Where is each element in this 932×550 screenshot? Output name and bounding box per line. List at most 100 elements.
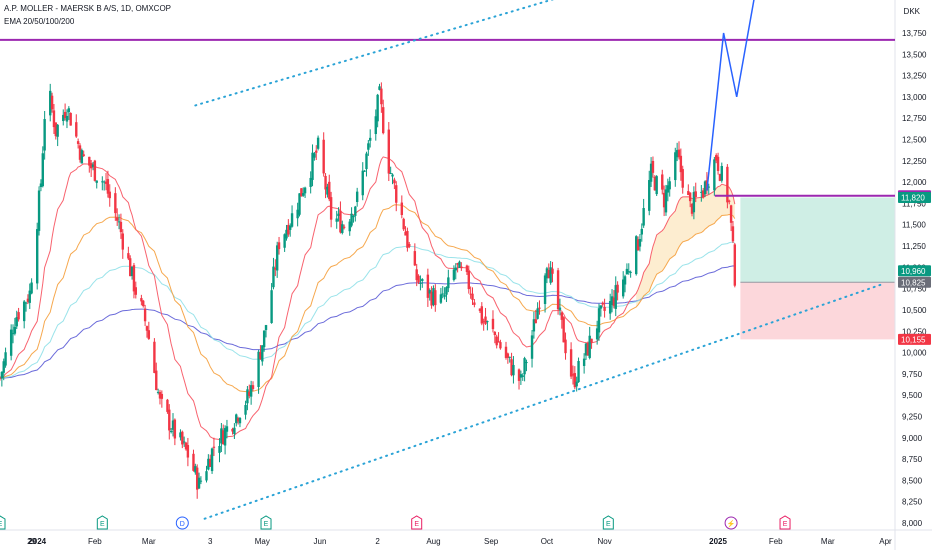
candle <box>432 285 435 307</box>
candle-body <box>63 111 67 119</box>
candle <box>26 294 30 305</box>
candle-body <box>512 364 515 376</box>
candle <box>91 162 95 171</box>
candle-body <box>236 418 240 422</box>
candle-body <box>261 345 264 362</box>
candle-body <box>67 108 71 113</box>
candle <box>467 265 470 294</box>
y-tick-label: 10,500 <box>902 306 927 315</box>
candle-body <box>543 275 547 305</box>
candle <box>117 214 121 230</box>
candle <box>495 334 498 349</box>
candle-body <box>687 191 690 195</box>
candle-body <box>274 267 277 270</box>
candle-body <box>88 156 91 166</box>
candle-body <box>571 374 575 376</box>
candle-body <box>679 155 683 173</box>
candle-body <box>715 155 718 161</box>
candle-body <box>127 253 130 259</box>
candle <box>573 366 577 390</box>
candle-body <box>11 333 15 335</box>
candle <box>731 220 735 244</box>
candle-body <box>89 163 93 169</box>
candle-body <box>692 192 696 213</box>
candle-body <box>549 267 552 283</box>
candle-body <box>564 339 567 354</box>
candle <box>421 278 424 288</box>
target-zone <box>740 197 895 283</box>
indicator-legend[interactable]: EMA 20/50/100/200 <box>4 17 75 26</box>
candle-body <box>223 428 227 446</box>
candle <box>199 476 203 485</box>
event-marker-shape <box>724 516 738 530</box>
candle-body <box>140 298 143 302</box>
candle <box>303 186 307 198</box>
event-marker-earnings: E <box>260 515 272 530</box>
candle <box>610 289 614 313</box>
x-tick-label: Oct <box>541 537 554 546</box>
candle <box>441 286 444 299</box>
x-tick-label: Mar <box>142 537 156 546</box>
candle <box>556 267 560 315</box>
candle <box>69 112 72 126</box>
candle-body <box>473 302 476 305</box>
price-label-text: 10,825 <box>901 278 926 287</box>
candle <box>102 180 106 191</box>
candle-body <box>287 224 290 235</box>
candle-body <box>636 239 640 251</box>
candle-body <box>311 152 314 180</box>
candle-body <box>387 129 390 174</box>
candle-body <box>329 197 333 220</box>
candle-body <box>465 265 469 272</box>
candle <box>76 138 80 149</box>
candle <box>547 263 550 279</box>
candle <box>186 437 190 467</box>
candle <box>491 310 495 333</box>
event-marker-shape <box>96 515 108 530</box>
ema-50-line <box>0 204 736 393</box>
candle-body <box>355 191 359 202</box>
candle-body <box>664 189 668 213</box>
candle <box>419 275 422 291</box>
candle-body <box>168 409 171 431</box>
candle-body <box>192 453 195 471</box>
candle <box>28 283 31 310</box>
candle <box>277 236 281 255</box>
candle <box>701 187 705 199</box>
upper-channel-line <box>194 0 555 107</box>
candle-body <box>264 325 268 331</box>
candle <box>63 103 67 121</box>
candle <box>443 287 446 300</box>
price-label-bg <box>898 333 931 345</box>
candle-body <box>43 119 46 151</box>
candle <box>603 298 606 318</box>
candle-body <box>508 356 511 358</box>
candle-body <box>115 217 119 221</box>
price-label-text: 11,820 <box>901 193 925 202</box>
candle-body <box>668 181 671 190</box>
candle-body <box>415 269 418 281</box>
candle <box>238 417 242 428</box>
price-label-bg <box>898 265 931 277</box>
candle-body <box>653 176 657 191</box>
candle <box>612 290 616 309</box>
candle-body <box>181 431 184 445</box>
price-label-10155: 10,155 <box>898 333 931 345</box>
candle-body <box>404 231 407 236</box>
candle <box>142 299 145 308</box>
event-marker-shape <box>175 516 189 530</box>
candles <box>0 82 737 499</box>
candle <box>326 183 329 198</box>
candle <box>82 150 85 157</box>
candle-body <box>495 336 498 346</box>
candle <box>80 148 84 164</box>
candle-body <box>426 274 430 298</box>
candle <box>380 82 383 113</box>
candle-body <box>283 234 286 248</box>
candle-body <box>471 293 474 300</box>
candle <box>251 381 255 392</box>
ema-20-line <box>0 156 736 441</box>
candle-body <box>575 381 578 387</box>
candle-body <box>545 268 549 279</box>
